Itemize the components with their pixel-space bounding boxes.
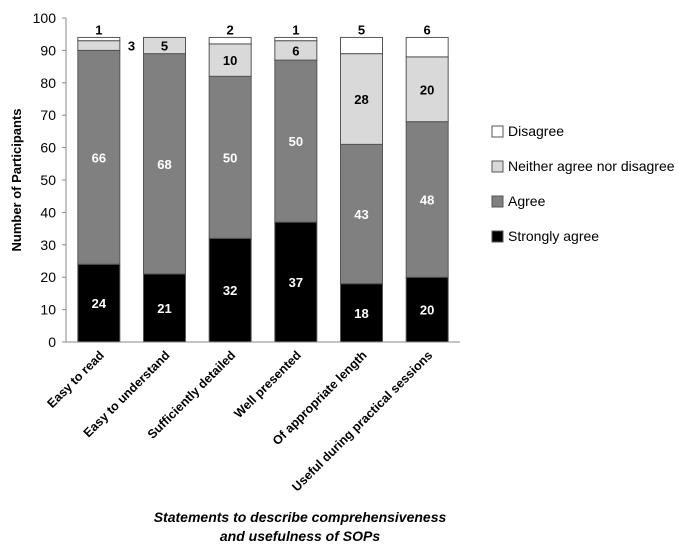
legend-swatch: [491, 125, 504, 138]
bar-segment: [208, 36, 252, 45]
bar-segment: [340, 36, 383, 55]
y-tick-label: 100: [33, 10, 57, 26]
legend-swatch: [491, 230, 504, 243]
bar-segment: [208, 75, 252, 239]
bar-segment: [77, 49, 121, 265]
y-tick-label: 10: [40, 302, 56, 318]
x-axis-title: Statements to describe comprehensiveness…: [0, 508, 600, 546]
category-label: Easy to read: [44, 348, 106, 410]
data-label: 18: [354, 306, 368, 321]
data-label: 10: [223, 53, 237, 68]
bar-segment: [405, 276, 449, 343]
data-label: 3: [128, 39, 135, 54]
bar-segment: [405, 56, 449, 123]
y-axis-title: Number of Participants: [9, 108, 24, 251]
bar-segment: [405, 36, 449, 58]
bar-segment: [143, 36, 186, 55]
legend-label: Strongly agree: [508, 228, 599, 244]
bars: 24 66 3 1 21 68 5 32 50 10 2 37 50 6 1 18 43 28 5 20 48 20 6: [77, 22, 449, 343]
bar-segment: [208, 43, 252, 77]
bar-segment: [143, 273, 186, 343]
legend-swatch: [491, 195, 504, 208]
legend-label: Disagree: [508, 123, 564, 139]
data-label: 37: [289, 275, 303, 290]
data-label: 68: [157, 157, 171, 172]
data-label: 2: [227, 22, 234, 37]
bar-segment: [77, 36, 121, 42]
data-label: 43: [354, 207, 368, 222]
data-label: 1: [95, 22, 102, 37]
x-axis-title-line-2: and usefulness of SOPs: [219, 528, 381, 544]
bar-segment: [208, 237, 252, 343]
legend-swatch: [491, 160, 504, 173]
bar-segment: [340, 53, 383, 145]
y-tick-label: 70: [40, 107, 56, 123]
category-label: Well presented: [231, 348, 304, 421]
data-label: 32: [223, 283, 237, 298]
y-tick-label: 0: [48, 334, 56, 350]
bar-segment: [77, 40, 121, 51]
legend-label: Neither agree nor disagree: [508, 158, 675, 174]
y-tick-label: 80: [40, 75, 56, 91]
data-label: 21: [157, 301, 171, 316]
bar-segment: [274, 221, 318, 343]
data-label: 48: [420, 192, 434, 207]
data-label: 1: [292, 22, 299, 37]
data-label: 5: [358, 22, 365, 37]
bar-segment: [405, 121, 449, 278]
data-label: 20: [420, 82, 434, 97]
legend: Disagree Neither agree nor disagree Agree S…: [491, 123, 675, 244]
y-tick-label: 90: [40, 42, 56, 58]
bar-segment: [274, 36, 318, 42]
data-label: 20: [420, 303, 434, 318]
legend-label: Agree: [508, 193, 546, 209]
y-tick-label: 40: [40, 204, 56, 220]
y-tick-label: 50: [40, 172, 56, 188]
data-label: 5: [161, 39, 168, 54]
y-axis-ticks: 0 10 20 30 40 50 60 70 80 90 100: [33, 10, 66, 350]
data-label: 6: [292, 43, 299, 58]
category-label: Useful during practical sessions: [289, 348, 435, 494]
data-label: 50: [223, 150, 237, 165]
data-label: 50: [289, 134, 303, 149]
data-label: 66: [92, 150, 106, 165]
bar-segment: [77, 263, 121, 343]
data-label: 28: [354, 92, 368, 107]
y-tick-label: 30: [40, 237, 56, 253]
y-tick-label: 60: [40, 140, 56, 156]
y-tick-label: 20: [40, 269, 56, 285]
bar-segment: [274, 59, 318, 223]
bar-segment: [143, 53, 186, 275]
x-axis-title-line-1: Statements to describe comprehensiveness: [153, 509, 447, 525]
data-label: 6: [424, 22, 431, 37]
data-label: 24: [92, 296, 107, 311]
